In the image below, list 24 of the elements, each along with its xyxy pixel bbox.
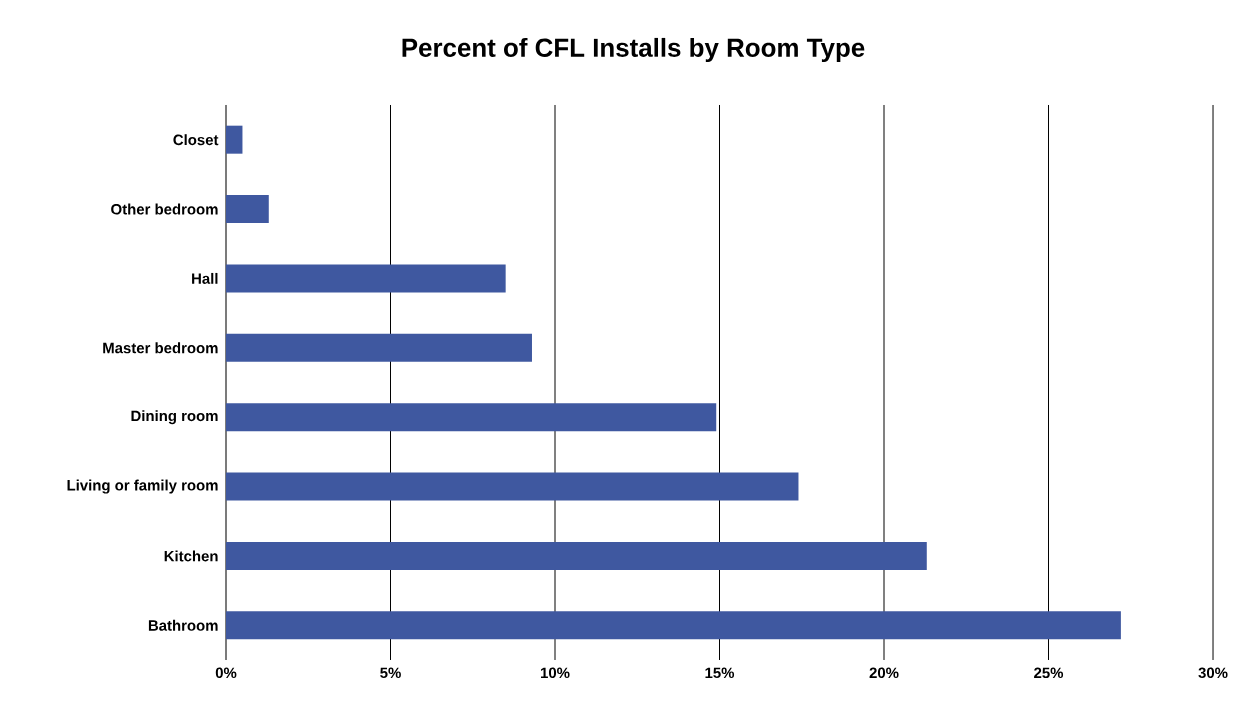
bar [226,333,532,362]
bar [226,611,1121,640]
x-tick-label: 10% [540,667,570,679]
y-tick-label: Closet [173,134,219,146]
bar [226,125,243,154]
y-tick-label: Master bedroom [103,342,218,354]
bar [226,403,717,432]
x-tick-label: 0% [215,667,237,679]
chart-title: Percent of CFL Installs by Room Type [402,37,865,63]
y-tick-label: Hall [192,272,218,284]
x-tick-label: 25% [1034,667,1064,679]
y-tick-label: Dining room [131,410,218,425]
bar [226,472,799,501]
y-tick-label: Kitchen [164,550,218,562]
y-tick-label: Living or family room [67,479,218,494]
x-tick-label: 30% [1198,667,1228,679]
bar [226,264,506,293]
x-tick-label: 5% [380,667,401,679]
y-tick-label: Other bedroom [111,203,218,215]
bar [226,541,927,570]
bar [226,195,269,224]
y-tick-label: Bathroom [148,619,218,631]
x-tick-label: 15% [705,667,735,679]
x-tick-label: 20% [869,667,899,679]
